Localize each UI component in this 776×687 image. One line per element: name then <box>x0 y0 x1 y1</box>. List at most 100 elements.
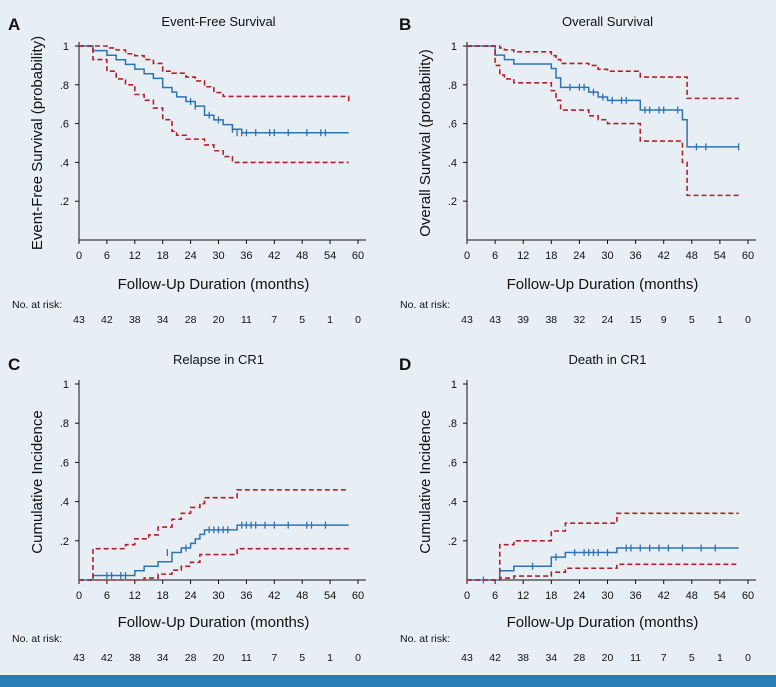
at-risk-count: 20 <box>213 652 225 664</box>
panel-letter: A <box>8 15 20 34</box>
x-tick-label: 18 <box>545 250 557 262</box>
at-risk-count: 38 <box>545 314 557 326</box>
at-risk-count: 1 <box>327 652 333 664</box>
at-risk-count: 42 <box>101 652 113 664</box>
at-risk-count: 11 <box>241 652 252 664</box>
y-tick-label: .6 <box>60 119 69 131</box>
x-tick-label: 30 <box>212 250 224 262</box>
at-risk-count: 42 <box>489 652 501 664</box>
at-risk-count: 0 <box>745 314 751 326</box>
at-risk-count: 42 <box>101 314 113 326</box>
y-axis-label: Cumulative Incidence <box>29 410 46 553</box>
ci-line <box>79 547 349 581</box>
x-tick-label: 42 <box>658 250 670 262</box>
at-risk-count: 39 <box>517 314 529 326</box>
estimate-line <box>467 45 739 148</box>
y-axis-label: Cumulative Incidence <box>417 410 434 553</box>
at-risk-label: No. at risk: <box>12 633 62 645</box>
x-tick-label: 12 <box>517 250 529 262</box>
x-tick-label: 0 <box>464 590 470 602</box>
ci-line <box>467 45 739 197</box>
at-risk-count: 9 <box>661 314 667 326</box>
at-risk-count: 5 <box>689 652 695 664</box>
y-axis-label: Overall Survival (probability) <box>417 49 434 237</box>
at-risk-label: No. at risk: <box>12 299 62 311</box>
at-risk-count: 5 <box>299 314 305 326</box>
x-tick-label: 60 <box>742 590 754 602</box>
at-risk-count: 34 <box>157 652 169 664</box>
x-tick-label: 36 <box>240 250 252 262</box>
at-risk-count: 38 <box>517 652 529 664</box>
x-axis-label: Follow-Up Duration (months) <box>507 276 699 293</box>
x-tick-label: 24 <box>184 250 196 262</box>
estimate-line <box>79 45 349 134</box>
panel-letter: D <box>399 355 411 374</box>
at-risk-count: 5 <box>299 652 305 664</box>
panel-letter: C <box>8 355 20 374</box>
panel-c: C Relapse in CR1 0 6 12 18 24 30 36 42 48 54 60 .2 .4.… <box>8 352 366 664</box>
x-tick-label: 18 <box>157 250 169 262</box>
y-tick-label: 1 <box>63 41 69 53</box>
at-risk-count: 34 <box>157 314 169 326</box>
at-risk-count: 20 <box>602 652 614 664</box>
estimate-line <box>79 524 349 581</box>
at-risk-label: No. at risk: <box>400 299 450 311</box>
x-tick-label: 6 <box>104 250 110 262</box>
x-tick-label: 18 <box>545 590 557 602</box>
y-tick-label: .2 <box>448 196 457 208</box>
at-risk-count: 28 <box>574 652 586 664</box>
panel-letter: B <box>399 15 411 34</box>
at-risk-count: 24 <box>602 314 614 326</box>
y-axis-label: Event-Free Survival (probability) <box>29 36 46 250</box>
y-tick-label: .6 <box>60 457 69 469</box>
at-risk-count: 32 <box>574 314 586 326</box>
at-risk-count: 28 <box>185 314 197 326</box>
y-tick-label: .8 <box>448 80 457 92</box>
x-tick-label: 18 <box>157 590 169 602</box>
x-axis-label: Follow-Up Duration (months) <box>118 276 310 293</box>
x-tick-label: 42 <box>268 250 280 262</box>
x-tick-label: 12 <box>129 250 141 262</box>
x-tick-label: 36 <box>629 250 641 262</box>
y-tick-label: .2 <box>60 196 69 208</box>
y-tick-label: .8 <box>60 80 69 92</box>
x-tick-label: 24 <box>573 250 585 262</box>
at-risk-label: No. at risk: <box>400 633 450 645</box>
ci-line <box>467 512 739 581</box>
x-tick-label: 6 <box>492 250 498 262</box>
at-risk-count: 43 <box>461 314 473 326</box>
x-tick-label: 48 <box>296 250 308 262</box>
x-tick-label: 48 <box>686 250 698 262</box>
at-risk-count: 1 <box>717 652 723 664</box>
ci-line <box>467 45 739 100</box>
at-risk-count: 1 <box>327 314 333 326</box>
x-tick-label: 30 <box>601 250 613 262</box>
at-risk-count: 43 <box>461 652 473 664</box>
x-tick-label: 30 <box>601 590 613 602</box>
at-risk-count: 1 <box>717 314 723 326</box>
x-tick-label: 6 <box>104 590 110 602</box>
x-tick-label: 54 <box>324 590 336 602</box>
y-tick-label: 1 <box>63 379 69 391</box>
at-risk-count: 0 <box>355 652 361 664</box>
ci-line <box>467 563 739 581</box>
estimate-line <box>467 547 739 581</box>
x-tick-label: 36 <box>240 590 252 602</box>
x-tick-label: 48 <box>686 590 698 602</box>
y-tick-label: 1 <box>451 379 457 391</box>
ci-line <box>79 45 349 164</box>
y-tick-label: .6 <box>448 119 457 131</box>
x-axis-label: Follow-Up Duration (months) <box>507 614 699 631</box>
x-axis-label: Follow-Up Duration (months) <box>118 614 310 631</box>
at-risk-count: 20 <box>213 314 225 326</box>
x-tick-label: 6 <box>492 590 498 602</box>
bottom-accent-bar <box>0 675 776 687</box>
panel-title: Death in CR1 <box>568 352 646 367</box>
x-tick-label: 36 <box>629 590 641 602</box>
y-tick-label: .6 <box>448 457 457 469</box>
x-tick-label: 54 <box>324 250 336 262</box>
at-risk-count: 43 <box>73 652 85 664</box>
x-tick-label: 12 <box>517 590 529 602</box>
at-risk-count: 11 <box>241 314 252 326</box>
